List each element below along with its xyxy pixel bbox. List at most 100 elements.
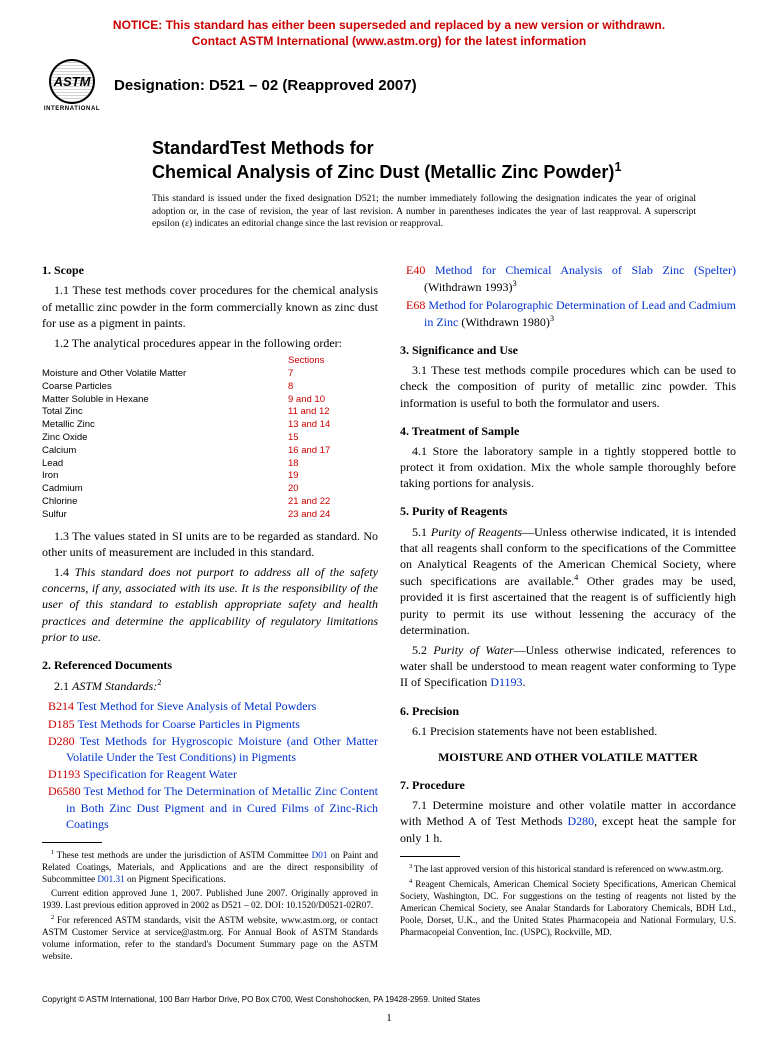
- sections-row-value: 23 and 24: [288, 509, 378, 522]
- reference-item: D280 Test Methods for Hygroscopic Moistu…: [48, 733, 378, 765]
- sections-table-row: Chlorine21 and 22: [42, 496, 378, 509]
- para-1-3: 1.3 The values stated in SI units are to…: [42, 528, 378, 560]
- footnote-1: 1 These test methods are under the juris…: [42, 849, 378, 886]
- reference-item: B214 Test Method for Sieve Analysis of M…: [48, 698, 378, 714]
- sections-row-label: Moisture and Other Volatile Matter: [42, 368, 288, 381]
- two-column-body: 1. Scope 1.1 These test methods cover pr…: [42, 250, 736, 964]
- sections-row-value: 15: [288, 432, 378, 445]
- sections-row-label: Chlorine: [42, 496, 288, 509]
- ref-code[interactable]: B214: [48, 699, 74, 713]
- sections-table-row: Sulfur23 and 24: [42, 509, 378, 522]
- ref-code[interactable]: E68: [406, 298, 425, 312]
- ref-title[interactable]: Specification for Reagent Water: [83, 767, 237, 781]
- footnote-rule-right: [400, 856, 460, 857]
- sections-row-value: 13 and 14: [288, 419, 378, 432]
- para-7-1: 7.1 Determine moisture and other volatil…: [400, 797, 736, 846]
- sections-row-value: 21 and 22: [288, 496, 378, 509]
- para-1-4-text: This standard does not purport to addres…: [42, 565, 378, 644]
- ref-title[interactable]: Test Methods for Hygroscopic Moisture (a…: [66, 734, 378, 764]
- issue-note: This standard is issued under the fixed …: [152, 193, 696, 230]
- para-2-1: 2.1 ASTM Standards:2: [42, 677, 378, 694]
- sections-row-value: 19: [288, 470, 378, 483]
- sections-row-label: Matter Soluble in Hexane: [42, 394, 288, 407]
- footnote-3: 3 The last approved version of this hist…: [400, 863, 736, 876]
- section-1-head: 1. Scope: [42, 262, 378, 278]
- reference-list-right: E40 Method for Chemical Analysis of Slab…: [406, 262, 736, 330]
- document-page: NOTICE: This standard has either been su…: [0, 0, 778, 1054]
- sections-table-row: Moisture and Other Volatile Matter7: [42, 368, 378, 381]
- sections-row-label: Sulfur: [42, 509, 288, 522]
- sections-table-row: Metallic Zinc13 and 14: [42, 419, 378, 432]
- section-7-head: 7. Procedure: [400, 777, 736, 793]
- para-5-1: 5.1 Purity of Reagents—Unless otherwise …: [400, 524, 736, 638]
- sections-table: Sections Moisture and Other Volatile Mat…: [42, 355, 378, 522]
- sections-table-row: Coarse Particles8: [42, 381, 378, 394]
- copyright-line: Copyright © ASTM International, 100 Barr…: [42, 995, 736, 1006]
- sections-table-row: Cadmium20: [42, 483, 378, 496]
- footnote-link-d0131[interactable]: D01.31: [97, 874, 124, 884]
- sections-row-label: Lead: [42, 458, 288, 471]
- ref-code[interactable]: E40: [406, 263, 425, 277]
- section-6-head: 6. Precision: [400, 703, 736, 719]
- para-1-2: 1.2 The analytical procedures appear in …: [42, 335, 378, 351]
- sections-row-value: 8: [288, 381, 378, 394]
- sections-row-value: 7: [288, 368, 378, 381]
- footnote-4: 4 Reagent Chemicals, American Chemical S…: [400, 878, 736, 939]
- ref-code[interactable]: D185: [48, 717, 75, 731]
- astm-logo-icon: ASTM: [49, 59, 95, 104]
- right-column: E40 Method for Chemical Analysis of Slab…: [400, 250, 736, 964]
- sections-row-label: Zinc Oxide: [42, 432, 288, 445]
- reference-item: D1193 Specification for Reagent Water: [48, 766, 378, 782]
- left-column: 1. Scope 1.1 These test methods cover pr…: [42, 250, 378, 964]
- para-1-4: 1.4 This standard does not purport to ad…: [42, 564, 378, 645]
- sections-row-label: Calcium: [42, 445, 288, 458]
- title-block: StandardTest Methods for Chemical Analys…: [152, 137, 736, 183]
- reference-item: E40 Method for Chemical Analysis of Slab…: [406, 262, 736, 295]
- notice-line1: NOTICE: This standard has either been su…: [42, 18, 736, 34]
- footnote-link-d01[interactable]: D01: [312, 850, 328, 860]
- header-row: ASTM INTERNATIONAL Designation: D521 – 0…: [42, 59, 736, 113]
- reference-item: E68 Method for Polarographic Determinati…: [406, 297, 736, 330]
- astm-logo-sub: INTERNATIONAL: [44, 105, 100, 113]
- sections-table-row: Lead18: [42, 458, 378, 471]
- sections-table-row: Iron19: [42, 470, 378, 483]
- sections-row-label: Total Zinc: [42, 406, 288, 419]
- section-2-head: 2. Referenced Documents: [42, 657, 378, 673]
- center-heading: MOISTURE AND OTHER VOLATILE MATTER: [400, 749, 736, 765]
- sections-table-row: Calcium16 and 17: [42, 445, 378, 458]
- section-5-head: 5. Purity of Reagents: [400, 503, 736, 519]
- para-5-2: 5.2 Purity of Water—Unless otherwise ind…: [400, 642, 736, 691]
- ref-code[interactable]: D1193: [48, 767, 80, 781]
- sections-table-header: Sections: [42, 355, 378, 368]
- ref-title[interactable]: Test Methods for Coarse Particles in Pig…: [77, 717, 299, 731]
- sections-table-row: Matter Soluble in Hexane9 and 10: [42, 394, 378, 407]
- designation: Designation: D521 – 02 (Reapproved 2007): [114, 76, 417, 96]
- reference-list-left: B214 Test Method for Sieve Analysis of M…: [48, 698, 378, 832]
- footnote-rule-left: [42, 842, 102, 843]
- para-4-1: 4.1 Store the laboratory sample in a tig…: [400, 443, 736, 492]
- ref-link-d1193[interactable]: D1193: [490, 675, 522, 689]
- ref-title[interactable]: Test Method for Sieve Analysis of Metal …: [77, 699, 316, 713]
- sections-row-value: 18: [288, 458, 378, 471]
- sections-table-row: Zinc Oxide15: [42, 432, 378, 445]
- notice-banner: NOTICE: This standard has either been su…: [42, 18, 736, 49]
- ref-title[interactable]: Test Method for The Determination of Met…: [66, 784, 378, 830]
- sections-row-value: 9 and 10: [288, 394, 378, 407]
- sections-row-label: Cadmium: [42, 483, 288, 496]
- ref-code[interactable]: D280: [48, 734, 75, 748]
- reference-item: D6580 Test Method for The Determination …: [48, 783, 378, 832]
- footnote-2: 2 For referenced ASTM standards, visit t…: [42, 914, 378, 963]
- page-number: 1: [42, 1011, 736, 1026]
- sections-row-value: 11 and 12: [288, 406, 378, 419]
- doc-title: StandardTest Methods for Chemical Analys…: [152, 137, 736, 183]
- ref-title[interactable]: Method for Chemical Analysis of Slab Zin…: [435, 263, 736, 277]
- ref-link-d280[interactable]: D280: [567, 814, 594, 828]
- para-1-1: 1.1 These test methods cover procedures …: [42, 282, 378, 331]
- para-3-1: 3.1 These test methods compile procedure…: [400, 362, 736, 411]
- section-3-head: 3. Significance and Use: [400, 342, 736, 358]
- footnote-1b: Current edition approved June 1, 2007. P…: [42, 888, 378, 912]
- notice-line2: Contact ASTM International (www.astm.org…: [42, 34, 736, 50]
- sections-row-label: Coarse Particles: [42, 381, 288, 394]
- ref-code[interactable]: D6580: [48, 784, 81, 798]
- astm-logo: ASTM INTERNATIONAL: [42, 59, 102, 113]
